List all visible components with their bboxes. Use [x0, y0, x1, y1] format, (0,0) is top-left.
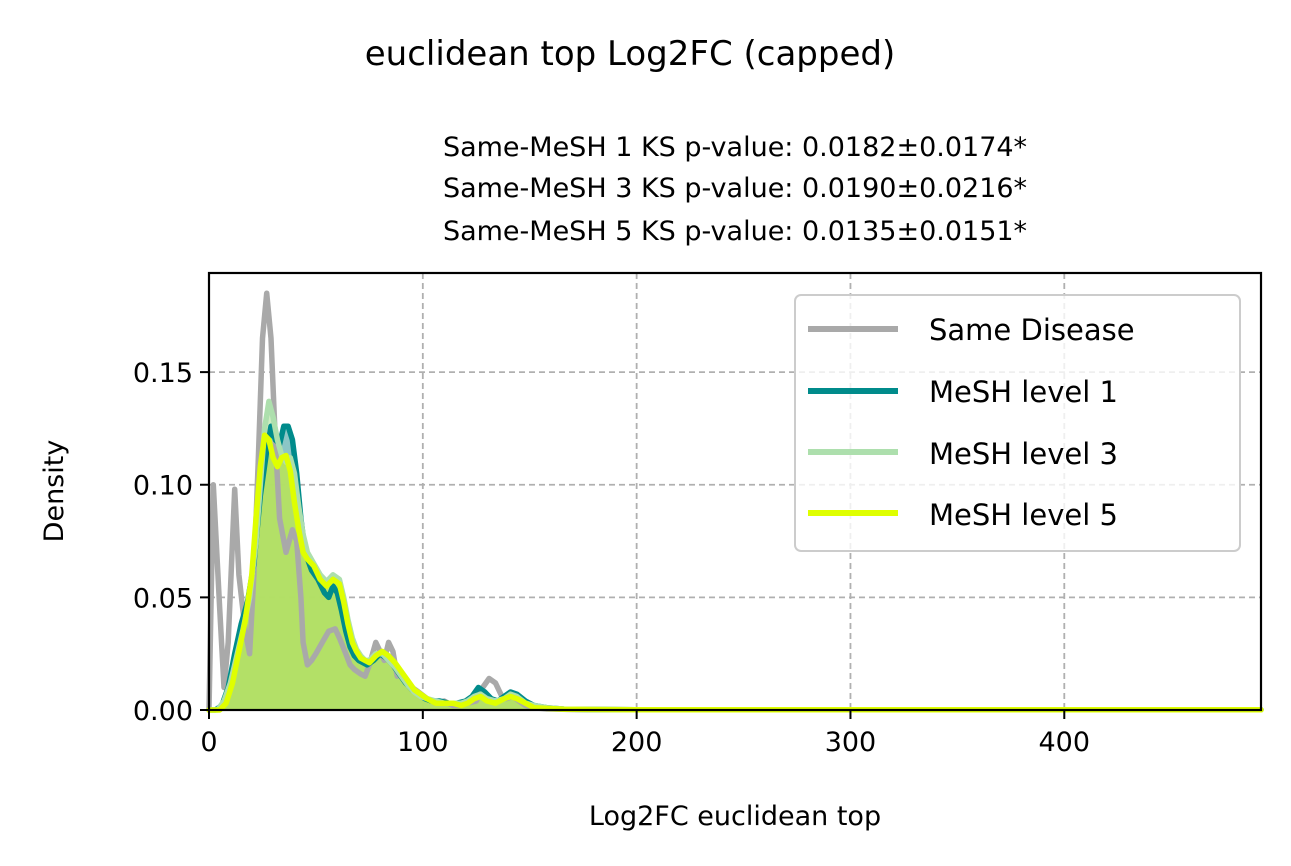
density-fills: [209, 401, 1261, 710]
axis-ticks: 0 100 200 300 400 0.00 0.05 0.10 0.15: [133, 358, 1090, 758]
y-tick-label: 0.10: [133, 471, 193, 502]
legend-label-mesh-level-1: MeSH level 1: [929, 375, 1118, 409]
x-tick-label: 0: [200, 727, 217, 758]
density-lines: [206, 290, 1264, 713]
legend-label-mesh-level-3: MeSH level 3: [929, 437, 1118, 471]
density-line-same-disease: [206, 290, 1264, 713]
y-axis-label: Density: [39, 440, 70, 543]
chart-title: euclidean top Log2FC (capped): [365, 34, 895, 74]
subtitle-line-3: Same-MeSH 5 KS p-value: 0.0135±0.0151*: [443, 216, 1027, 247]
x-tick-label: 100: [397, 727, 449, 758]
legend-label-same-disease: Same Disease: [929, 313, 1135, 347]
subtitle-line-1: Same-MeSH 1 KS p-value: 0.0182±0.0174*: [443, 132, 1027, 163]
x-tick-label: 400: [1039, 727, 1091, 758]
y-tick-label: 0.05: [133, 583, 193, 614]
subtitle-line-2: Same-MeSH 3 KS p-value: 0.0190±0.0216*: [443, 173, 1027, 204]
y-tick-label: 0.00: [133, 696, 193, 727]
plot-frame: [207, 271, 1263, 712]
density-fill-mesh-level-5: [209, 435, 1261, 710]
y-tick-label: 0.15: [133, 358, 193, 389]
x-axis-label: Log2FC euclidean top: [589, 801, 881, 832]
x-tick-label: 200: [611, 727, 663, 758]
legend-frame: [794, 294, 1241, 552]
x-tick-label: 300: [825, 727, 877, 758]
density-line-mesh-level-5: [206, 432, 1264, 713]
legend-label-mesh-level-5: MeSH level 5: [929, 498, 1118, 532]
legend: Same Disease MeSH level 1 MeSH level 3 M…: [794, 294, 1241, 552]
